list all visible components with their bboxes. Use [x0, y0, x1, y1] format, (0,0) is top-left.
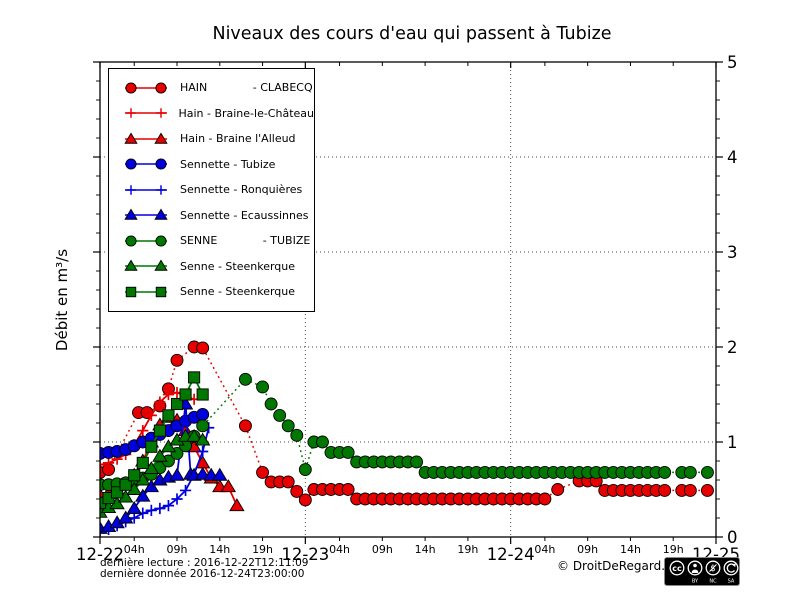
sa-share-alike-icon — [723, 560, 739, 576]
series-8 — [100, 371, 209, 509]
cc-license-badge: cc $ BY NC SA — [664, 557, 740, 586]
y-tick-label: 5 — [727, 53, 738, 72]
nc-no-dollar-icon — [705, 560, 721, 576]
x-hour-tick-label: 04h — [329, 543, 350, 556]
x-hour-tick-label: 04h — [124, 543, 145, 556]
svg-text:$: $ — [710, 564, 715, 574]
y-tick-label: 2 — [727, 338, 738, 357]
series-5 — [100, 396, 228, 534]
legend-item-4: Sennette - Ronquières — [109, 177, 314, 203]
x-hour-tick-label: 09h — [167, 543, 188, 556]
x-day-tick-label: 12-22 — [76, 545, 124, 564]
x-hour-tick-label: 09h — [372, 543, 393, 556]
copyright-text: © DroitDeRegard.be — [557, 559, 681, 573]
svg-text:cc: cc — [672, 564, 682, 573]
x-hour-tick-label: 14h — [209, 543, 230, 556]
legend-label: Senne - Steenkerque — [180, 259, 296, 273]
x-hour-tick-label: 19h — [457, 543, 478, 556]
x-hour-tick-label: 04h — [534, 543, 555, 556]
y-tick-label: 3 — [727, 243, 738, 262]
last-read-text: dernière lecture : 2016-12-22T12:11:09 — [100, 557, 309, 569]
circle-marker-sample — [125, 82, 167, 94]
plus-marker-sample — [125, 184, 167, 195]
plus-marker-sample — [125, 108, 167, 119]
legend-item-6: SENNE - TUBIZE — [109, 228, 314, 254]
legend-item-0: HAIN - CLABECQ — [109, 75, 314, 101]
y-tick-label: 1 — [727, 433, 738, 452]
triangle-marker-sample — [124, 132, 168, 144]
series-3 — [100, 408, 210, 460]
legend-label: Senne - Steenkerque — [180, 285, 296, 299]
legend-label: Sennette - Ronquières — [180, 183, 303, 197]
legend-item-7: Senne - Steenkerque — [109, 254, 314, 280]
x-day-tick-label: 12-24 — [487, 545, 535, 564]
license-letter: NC — [709, 579, 717, 585]
last-data-text: dernière donnée 2016-12-24T23:00:00 — [100, 568, 305, 580]
triangle-marker-sample — [124, 259, 168, 271]
x-hour-tick-label: 14h — [415, 543, 436, 556]
legend-item-1: Hain - Braine-le-Château — [109, 101, 314, 127]
cc-icon — [669, 560, 685, 576]
x-hour-tick-label: 19h — [252, 543, 273, 556]
legend-label: Hain - Braine-le-Château — [178, 106, 314, 120]
legend-label: SENNE - TUBIZE — [180, 234, 311, 248]
by-person-icon — [687, 560, 703, 576]
legend-item-2: Hain - Braine l'Alleud — [109, 126, 314, 152]
x-hour-tick-label: 09h — [577, 543, 598, 556]
legend-label: Sennette - Tubize — [180, 157, 276, 171]
legend-item-5: Sennette - Ecaussinnes — [109, 203, 314, 229]
legend-label: HAIN - CLABECQ — [180, 81, 313, 95]
x-hour-tick-label: 14h — [620, 543, 641, 556]
y-tick-label: 4 — [727, 148, 738, 167]
license-letter: SA — [728, 579, 735, 585]
series-layer — [100, 340, 714, 537]
legend-item-8: Senne - Steenkerque — [109, 279, 314, 305]
legend: HAIN - CLABECQ Hain - Braine-le-Château Ha… — [108, 68, 315, 312]
plot-frame — [99, 61, 717, 538]
legend-label: Hain - Braine l'Alleud — [180, 132, 296, 146]
x-day-tick-label: 12-23 — [281, 545, 329, 564]
legend-item-3: Sennette - Tubize — [109, 152, 314, 178]
x-hour-tick-label: 19h — [663, 543, 684, 556]
y-tick-label: 0 — [727, 528, 738, 547]
license-letter: BY — [692, 579, 699, 585]
circle-marker-sample — [125, 235, 167, 247]
legend-label: Sennette - Ecaussinnes — [180, 208, 309, 222]
square-marker-sample — [125, 286, 167, 297]
triangle-marker-sample — [124, 208, 168, 220]
chart-title: Niveaux des cours d'eau qui passent à Tu… — [212, 24, 612, 44]
circle-marker-sample — [125, 158, 167, 170]
